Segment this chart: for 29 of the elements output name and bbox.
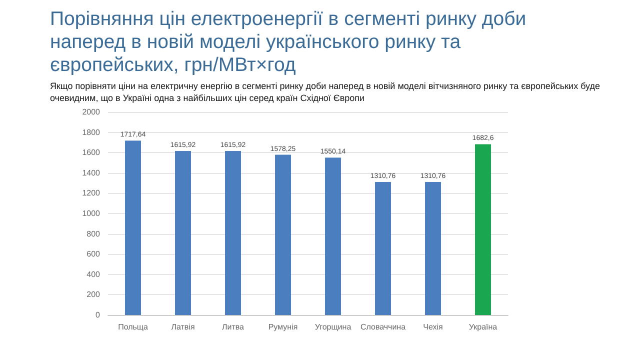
x-tick-label: Угорщина xyxy=(314,322,352,332)
y-tick-label: 1400 xyxy=(82,168,101,178)
x-tick-label: Україна xyxy=(468,322,498,332)
bar xyxy=(475,144,491,315)
x-tick-label: Словаччина xyxy=(360,322,406,332)
chart-subtitle: Якщо порівняти ціни на електричну енергію в сегменті ринку доби наперед в новій моделі вітчизняного ринку та європейських буде очевидним, що в Україні одна з найбільших цін серед країн Східної Європи xyxy=(50,80,601,104)
bar xyxy=(325,158,341,315)
y-tick-label: 1200 xyxy=(82,188,101,198)
y-tick-label: 800 xyxy=(86,229,101,238)
y-tick-label: 600 xyxy=(86,250,101,259)
chart-title: Порівняння цін електроенергії в сегменті ринку доби наперед в новій моделі українського ринку та європейських, грн/МВт×год xyxy=(50,8,528,77)
x-tick-label: Латвія xyxy=(171,322,195,332)
y-tick-label: 1000 xyxy=(82,209,101,218)
bar xyxy=(275,154,291,315)
y-tick-label: 400 xyxy=(86,270,101,279)
bar xyxy=(225,150,241,315)
x-tick-label: Литва xyxy=(222,322,245,332)
y-tick-label: 0 xyxy=(96,310,101,320)
x-tick-label: Румунія xyxy=(268,322,298,332)
y-tick-label: 1600 xyxy=(82,148,101,158)
y-tick-label: 200 xyxy=(86,290,101,300)
y-tick-label: 1800 xyxy=(82,128,101,137)
y-tick-label: 2000 xyxy=(82,108,101,116)
x-tick-label: Польща xyxy=(118,322,148,332)
bar xyxy=(375,182,391,315)
bar xyxy=(425,182,441,315)
bar xyxy=(125,140,141,315)
bar xyxy=(175,150,191,315)
x-tick-label: Чехія xyxy=(423,322,443,332)
